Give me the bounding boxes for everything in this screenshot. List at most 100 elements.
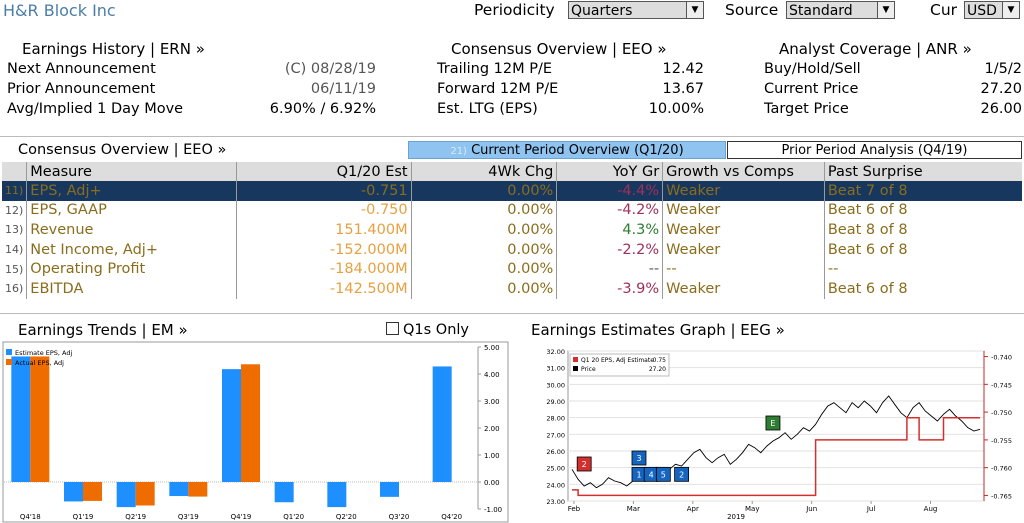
legend-swatch xyxy=(6,359,12,365)
left-tick-label: 25.00 xyxy=(546,465,565,473)
legend-swatch xyxy=(6,349,12,355)
col-measure[interactable]: Measure xyxy=(26,162,237,181)
event-marker-label: 5 xyxy=(661,470,666,479)
y-tick-label: 0.00 xyxy=(484,479,500,487)
yoy-cell: -4.2% xyxy=(556,200,663,221)
x-tick-label: May xyxy=(745,505,759,513)
source-value: Standard xyxy=(789,3,853,19)
estimate-bar xyxy=(222,369,241,482)
legend-value: 27.20 xyxy=(649,366,666,373)
x-tick-label: Q4'20 xyxy=(441,513,462,521)
legend-box xyxy=(569,353,670,377)
left-tick-label: 24.00 xyxy=(546,481,565,489)
avg-move-label: Avg/Implied 1 Day Move xyxy=(7,101,184,117)
yoy-cell: -2.2% xyxy=(556,239,663,260)
q1s-only-checkbox[interactable]: Q1s Only xyxy=(386,322,469,338)
earnings-trends-chart: 5.00 4.00 3.00 2.00 1.00 0.00 -1.00 Q4'18 Q1'19 Q… xyxy=(2,341,509,523)
surprise-cell: Beat 8 of 8 xyxy=(823,220,1022,240)
y-tick-label: -1.00 xyxy=(484,506,502,514)
actual-bar xyxy=(188,482,208,497)
prior-announcement-label: Prior Announcement xyxy=(7,81,156,97)
estimate-bar xyxy=(116,482,136,508)
table-row[interactable]: 12) EPS, GAAP -0.750 0.00% -4.2% Weaker … xyxy=(2,200,1022,221)
measure-cell: Net Income, Adj+ xyxy=(26,239,237,260)
chg-cell: 0.00% xyxy=(410,239,557,260)
estimate-cell: -152.000M xyxy=(235,239,412,260)
y-tick-label: 2.00 xyxy=(484,425,500,433)
estimate-cell: -0.751 xyxy=(235,181,412,201)
forward-pe-label: Forward 12M P/E xyxy=(437,81,559,97)
event-marker-label: E xyxy=(770,419,775,428)
checkbox-icon xyxy=(386,322,399,335)
right-tick-label: -0.740 xyxy=(991,354,1012,362)
left-tick-label: 23.00 xyxy=(546,498,565,506)
estimate-cell: -184.000M xyxy=(235,259,412,279)
actual-bar xyxy=(241,364,260,482)
chg-cell: 0.00% xyxy=(410,220,557,240)
left-tick-label: 27.00 xyxy=(546,431,565,439)
earnings-history-link[interactable]: Earnings History | ERN » xyxy=(22,40,205,58)
row-number: 12) xyxy=(5,203,24,217)
legend-swatch xyxy=(573,357,578,362)
legend-swatch xyxy=(573,366,578,371)
comps-cell: -- xyxy=(662,259,825,279)
left-tick-label: 32.00 xyxy=(546,348,565,356)
x-tick-label: Q4'18 xyxy=(20,513,41,521)
target-price-value: 26.00 xyxy=(980,101,1022,117)
periodicity-select[interactable]: Quarters ▼ xyxy=(568,1,704,19)
col-growth-vs-comps[interactable]: Growth vs Comps xyxy=(662,162,825,181)
measure-cell: EBITDA xyxy=(26,278,237,299)
x-tick-label: Q1'20 xyxy=(283,513,304,521)
table-row[interactable]: 15) Operating Profit -184.000M 0.00% -- … xyxy=(2,259,1022,279)
actual-bar xyxy=(30,356,50,482)
col-4wk-chg[interactable]: 4Wk Chg xyxy=(410,162,557,181)
col-past-surprise[interactable]: Past Surprise xyxy=(823,162,1022,181)
y-tick-label: 5.00 xyxy=(484,344,500,352)
periodicity-value: Quarters xyxy=(571,3,633,19)
legend-label: Actual EPS, Adj xyxy=(15,359,64,367)
next-announcement-label: Next Announcement xyxy=(7,61,156,77)
estimates-graph-title[interactable]: Earnings Estimates Graph | EEG » xyxy=(531,321,785,339)
source-select[interactable]: Standard ▼ xyxy=(786,1,895,19)
comps-cell: Weaker xyxy=(662,200,825,221)
table-row[interactable]: 11) EPS, Adj+ -0.751 0.00% -4.4% Weaker … xyxy=(2,181,1022,201)
col-yoy-gr[interactable]: YoY Gr xyxy=(556,162,663,181)
col-estimate[interactable]: Q1/20 Est xyxy=(235,162,412,181)
legend-label: Estimate EPS, Adj xyxy=(15,349,73,357)
left-tick-label: 26.00 xyxy=(546,448,565,456)
earnings-trends-title[interactable]: Earnings Trends | EM » xyxy=(18,321,188,339)
chg-cell: 0.00% xyxy=(410,181,557,201)
consensus-overview-link[interactable]: Consensus Overview | EEO » xyxy=(451,40,667,58)
x-tick-label: Aug xyxy=(924,505,938,513)
table-row[interactable]: 13) Revenue 151.400M 0.00% 4.3% Weaker B… xyxy=(2,220,1022,240)
buy-hold-sell-label: Buy/Hold/Sell xyxy=(764,61,861,77)
tab-current-period[interactable]: 21) Current Period Overview (Q1/20) xyxy=(408,141,726,159)
row-number: 14) xyxy=(5,243,24,257)
prior-announcement-value: 06/11/19 xyxy=(310,81,376,97)
event-marker xyxy=(765,415,781,431)
table-row[interactable]: 14) Net Income, Adj+ -152.000M 0.00% -2.… xyxy=(2,239,1022,260)
table-row[interactable]: 16) EBITDA -142.500M 0.00% -3.9% Weaker … xyxy=(2,278,1022,299)
x-tick-label: Q2'19 xyxy=(125,513,146,521)
legend-value: -0.75 xyxy=(650,357,666,364)
analyst-coverage-link[interactable]: Analyst Coverage | ANR » xyxy=(779,40,972,58)
eeo-section-title[interactable]: Consensus Overview | EEO » xyxy=(18,142,227,158)
trailing-pe-value: 12.42 xyxy=(662,61,704,77)
x-tick-label: Jun xyxy=(805,505,817,513)
est-ltg-label: Est. LTG (EPS) xyxy=(437,101,538,117)
right-tick-label: -0.765 xyxy=(991,492,1012,500)
section-divider xyxy=(0,136,1024,137)
estimate-line xyxy=(572,416,980,497)
row-number: 13) xyxy=(5,223,24,237)
estimate-bar xyxy=(432,366,452,482)
event-marker-label: 2 xyxy=(582,460,587,469)
x-tick-label: Jul xyxy=(866,505,876,513)
target-price-label: Target Price xyxy=(764,101,849,117)
estimate-cell: 151.400M xyxy=(235,220,412,240)
tab-prior-period[interactable]: Prior Period Analysis (Q4/19) xyxy=(727,141,1022,159)
yoy-cell: -3.9% xyxy=(556,278,663,299)
currency-select[interactable]: USD ▼ xyxy=(964,1,1020,19)
left-tick-label: 30.00 xyxy=(546,381,565,389)
comps-cell: Weaker xyxy=(662,181,825,201)
row-number: 16) xyxy=(5,282,24,296)
